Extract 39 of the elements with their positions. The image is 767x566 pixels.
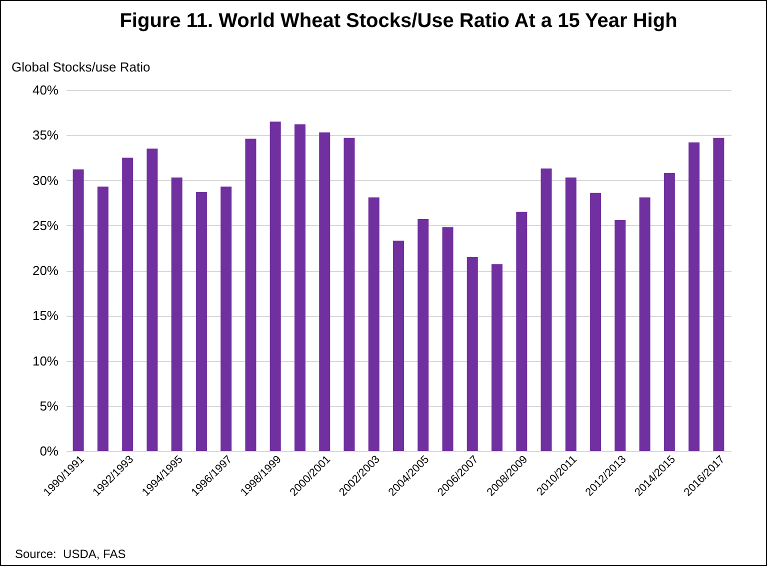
y-tick-label: 35%: [32, 128, 59, 143]
bar: [344, 138, 355, 451]
bar: [565, 178, 576, 451]
bar: [442, 227, 454, 451]
bar: [368, 197, 380, 451]
bar: [220, 186, 232, 451]
bar: [146, 148, 158, 451]
bar: [540, 168, 552, 451]
bar: [245, 138, 256, 451]
y-tick-label: 0%: [40, 444, 59, 458]
bar: [590, 192, 602, 451]
bar: [294, 124, 306, 451]
bar: [418, 219, 429, 451]
bar: [270, 122, 281, 451]
bar: [466, 256, 478, 451]
bar: [97, 186, 108, 451]
bar: [122, 158, 134, 451]
y-axis-title: Global Stocks/use Ratio: [12, 60, 150, 74]
y-tick-label: 5%: [40, 398, 59, 414]
y-tick-label: 25%: [32, 218, 59, 233]
y-tick-label: 10%: [32, 353, 59, 368]
bar: [319, 132, 330, 451]
bar: [492, 264, 503, 451]
bar: [688, 142, 700, 451]
bar: [171, 178, 182, 451]
bar: [614, 220, 626, 451]
bar: [639, 197, 650, 451]
bar: [516, 212, 528, 451]
bar: [72, 169, 84, 451]
bar: [393, 240, 404, 451]
bar: [664, 173, 675, 451]
source-note: Source: USDA, FAS: [15, 547, 126, 561]
y-tick-label: 20%: [32, 263, 59, 278]
bar: [196, 192, 207, 451]
y-tick-label: 15%: [32, 308, 59, 324]
y-tick-label: 30%: [32, 172, 59, 188]
bar: [713, 138, 724, 451]
chart-title: Figure 11. World Wheat Stocks/Use Ratio At a 15 Year High: [120, 10, 678, 32]
y-tick-label: 40%: [32, 82, 59, 98]
